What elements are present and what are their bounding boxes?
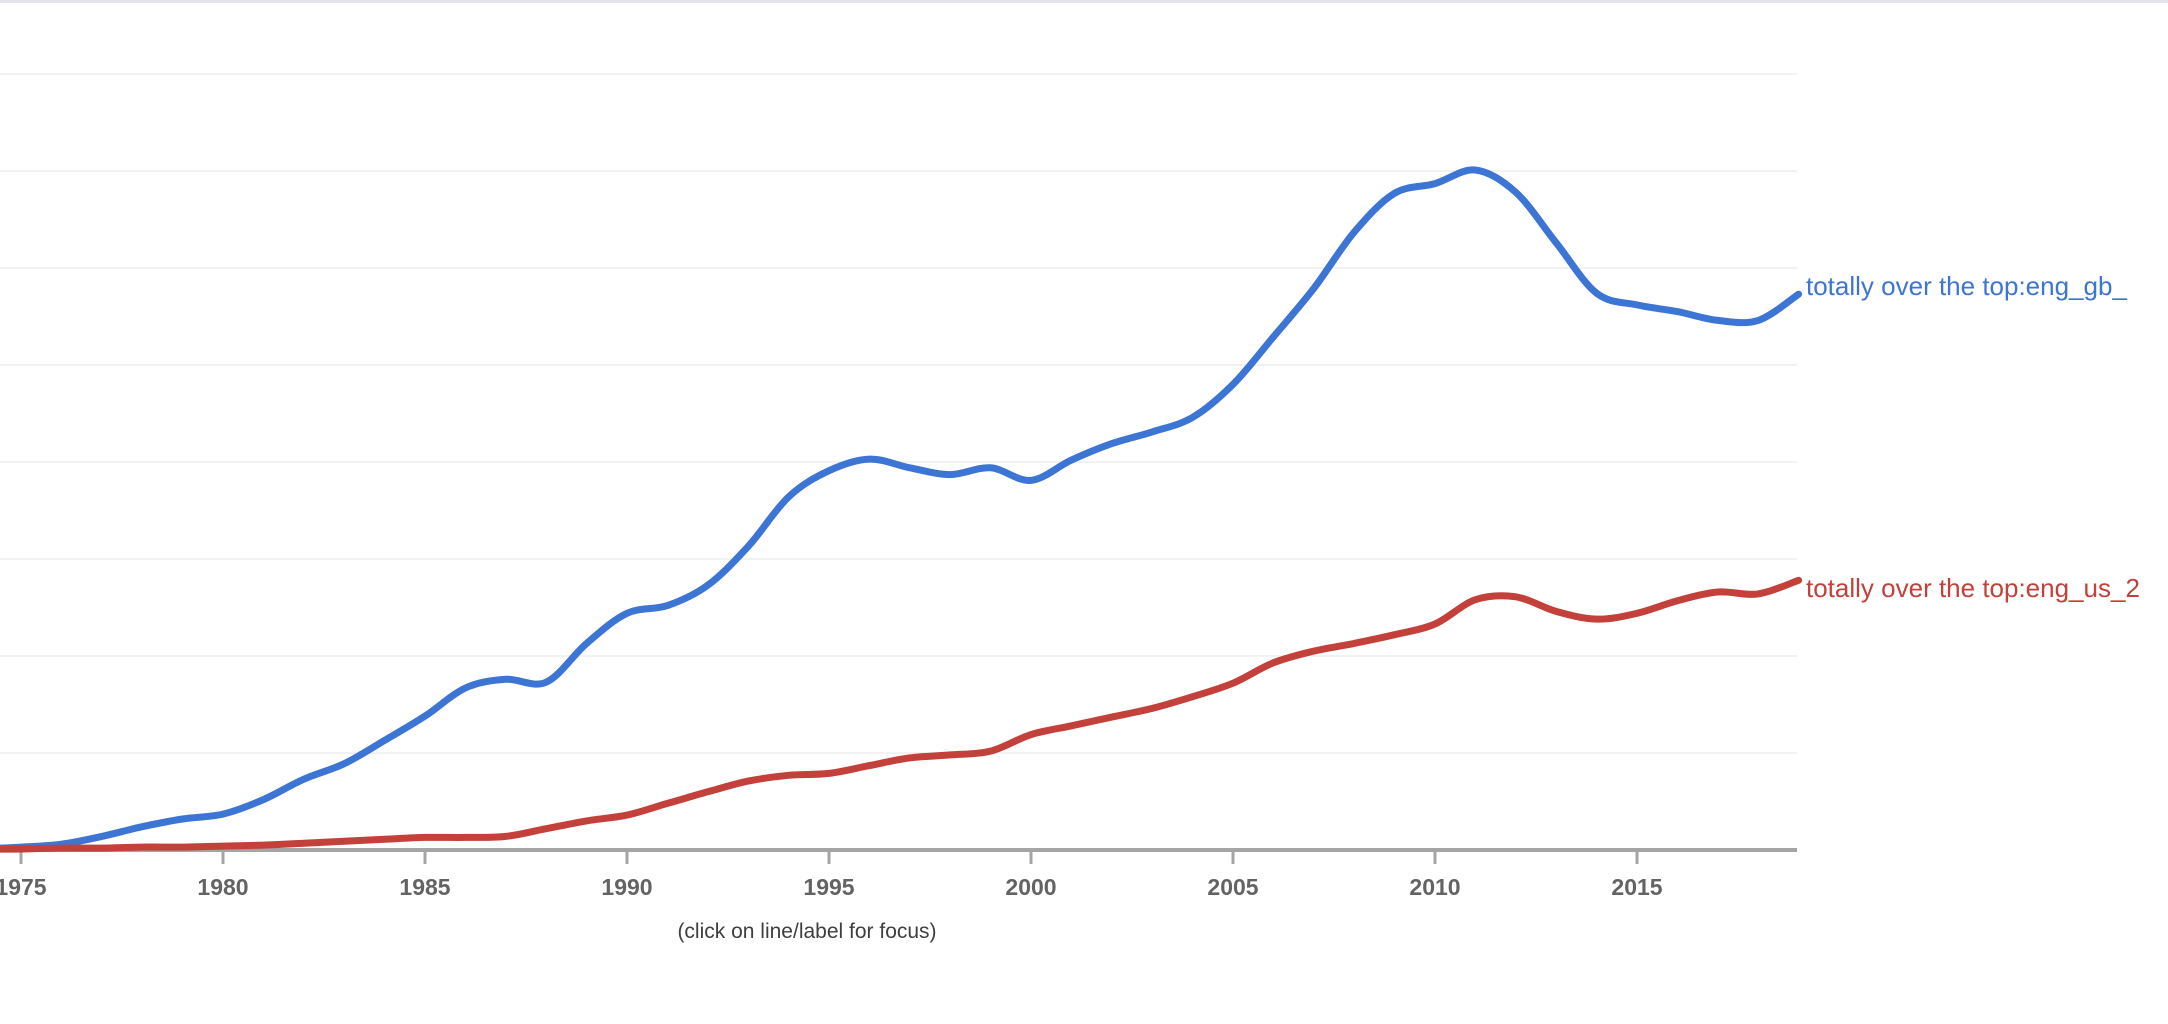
x-tick-label: 1980 [197,874,248,900]
x-tick-label: 2015 [1611,874,1662,900]
x-tick-label: 1990 [601,874,652,900]
x-tick-label: 2005 [1207,874,1258,900]
focus-hint-text: (click on line/label for focus) [677,920,937,943]
series-line-eng-gb[interactable] [0,166,1803,852]
series-line-eng-us[interactable] [0,576,1803,853]
series-label-eng-us[interactable]: totally over the top:eng_us_2 [1806,573,2140,603]
x-tick-label: 2010 [1409,874,1460,900]
x-tick-label: 1985 [399,874,450,900]
series-label-eng-gb[interactable]: totally over the top:eng_gb_ [1806,271,2127,301]
top-edge-band [0,0,2168,3]
x-tick-label: 2000 [1005,874,1056,900]
x-tick-label: 1995 [803,874,854,900]
x-tick-label: 1975 [0,874,47,900]
